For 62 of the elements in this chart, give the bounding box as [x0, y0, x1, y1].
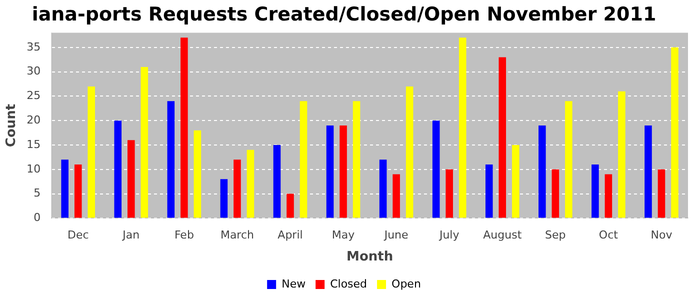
bar — [220, 179, 228, 218]
bar — [485, 164, 493, 218]
bar — [658, 169, 666, 218]
bar — [552, 169, 560, 218]
x-tick-label: July — [438, 228, 460, 242]
chart-title: iana-ports Requests Created/Closed/Open November 2011 — [32, 3, 656, 26]
bar — [340, 126, 347, 218]
bar — [140, 66, 148, 218]
legend-label: New — [282, 277, 306, 290]
x-tick-label: June — [383, 228, 409, 242]
bar — [644, 126, 652, 218]
x-tick-label: Sep — [545, 228, 566, 242]
y-axis-title: Count — [4, 104, 20, 148]
bar — [128, 140, 135, 218]
bar — [538, 126, 546, 218]
bar — [498, 57, 506, 218]
legend-label: Closed — [330, 277, 368, 290]
bar — [352, 101, 360, 218]
x-tick-label: March — [220, 228, 254, 242]
bar — [446, 169, 453, 218]
bar — [565, 101, 572, 218]
y-tick-label: 15 — [26, 138, 41, 151]
bar — [458, 38, 466, 218]
y-tick-label: 5 — [34, 186, 41, 200]
y-tick-label: 25 — [26, 89, 41, 102]
bar — [618, 91, 626, 218]
bar — [273, 145, 281, 218]
bar — [604, 174, 612, 218]
x-tick-label: May — [332, 228, 356, 242]
x-tick-label: April — [278, 228, 303, 242]
x-axis-title: Month — [346, 250, 394, 265]
bar — [246, 150, 254, 218]
bar — [406, 86, 414, 218]
x-tick-label: August — [483, 228, 522, 242]
bar — [592, 164, 599, 218]
legend-label: Open — [392, 277, 421, 290]
bar — [379, 160, 387, 218]
bar — [432, 120, 440, 218]
bar — [194, 130, 202, 218]
bar — [180, 38, 188, 218]
bar — [234, 160, 241, 218]
bar — [114, 120, 122, 218]
y-tick-label: 35 — [26, 40, 41, 54]
bar — [326, 126, 334, 218]
y-tick-label: 20 — [26, 113, 41, 126]
y-tick-label: 0 — [34, 211, 41, 224]
x-tick-label: Oct — [598, 228, 619, 242]
bar — [300, 101, 308, 218]
y-tick-label: 10 — [26, 162, 41, 176]
bar — [88, 86, 96, 218]
x-tick-label: Feb — [174, 228, 194, 242]
bar — [61, 160, 68, 218]
x-tick-label: Jan — [122, 228, 140, 242]
x-tick-label: Dec — [67, 228, 89, 242]
x-tick-label: Nov — [650, 228, 673, 242]
bar — [167, 101, 175, 218]
bar — [392, 174, 400, 218]
bar — [74, 164, 82, 218]
bar — [286, 194, 294, 218]
bar — [671, 47, 678, 218]
y-tick-label: 30 — [26, 64, 41, 78]
bar — [512, 145, 520, 218]
